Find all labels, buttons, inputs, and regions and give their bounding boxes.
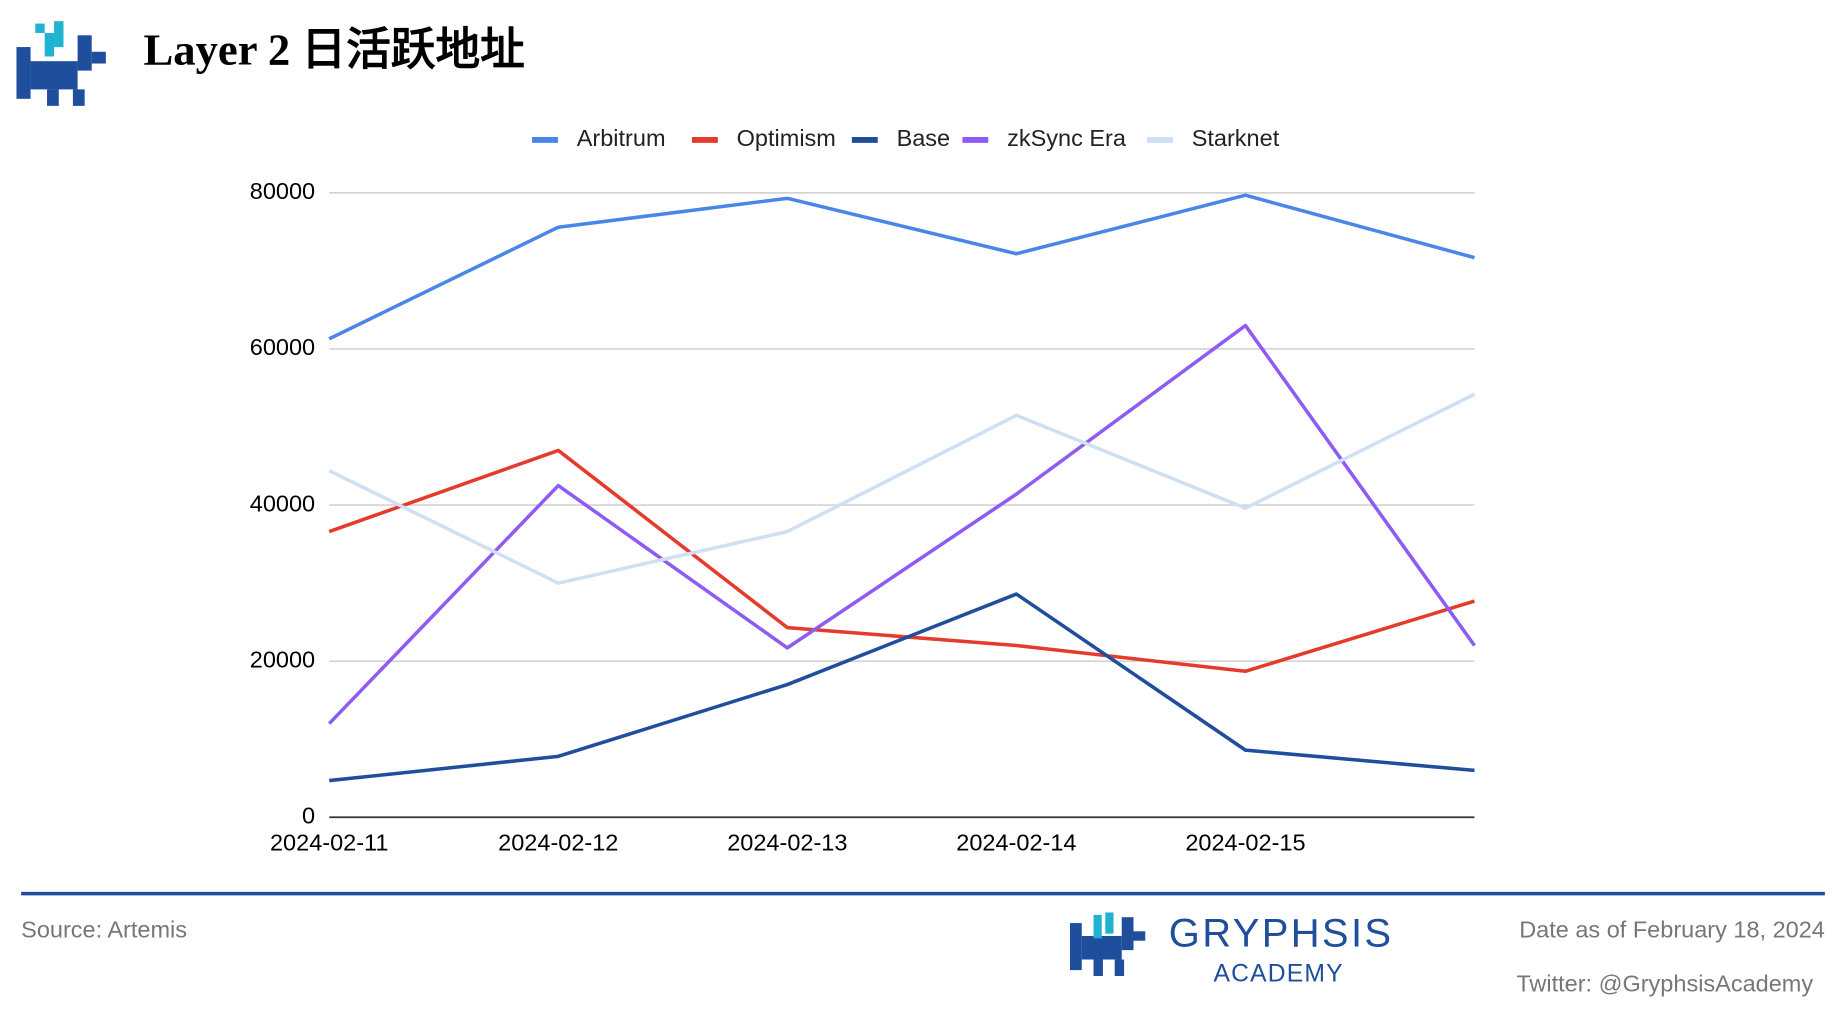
x-tick-label: 2024-02-14 <box>956 829 1076 855</box>
brand-sub: ACADEMY <box>1213 960 1343 987</box>
series-line <box>329 592 1475 783</box>
series-line <box>328 448 1476 674</box>
title: Layer 2 日活跃地址 <box>143 24 524 74</box>
y-tick-label: 20000 <box>250 646 315 672</box>
legend-label: Optimism <box>737 125 836 151</box>
x-tick-label: 2024-02-13 <box>727 829 847 855</box>
legend-label: Base <box>897 125 951 151</box>
x-tick-label: 2024-02-11 <box>270 829 388 855</box>
y-tick-label: 40000 <box>250 490 315 516</box>
footer-logo <box>1070 912 1146 976</box>
legend-label: Starknet <box>1192 125 1280 151</box>
series-line <box>328 193 1475 341</box>
y-tick-label: 0 <box>302 802 315 828</box>
twitter: Twitter: @GryphsisAcademy <box>1516 971 1813 997</box>
date: Date as of February 18, 2024 <box>1519 917 1825 943</box>
series-line <box>328 392 1476 585</box>
y-tick-label: 80000 <box>250 178 315 204</box>
x-tick-label: 2024-02-15 <box>1185 829 1305 855</box>
legend-label: zkSync Era <box>1007 125 1127 151</box>
brand: GRYPHSIS <box>1169 912 1394 956</box>
y-tick-label: 60000 <box>250 334 315 360</box>
series-line <box>327 323 1476 725</box>
logo <box>16 21 106 106</box>
legend-label: Arbitrum <box>577 125 666 151</box>
source: Source: Artemis <box>21 917 187 943</box>
x-tick-label: 2024-02-12 <box>498 829 618 855</box>
